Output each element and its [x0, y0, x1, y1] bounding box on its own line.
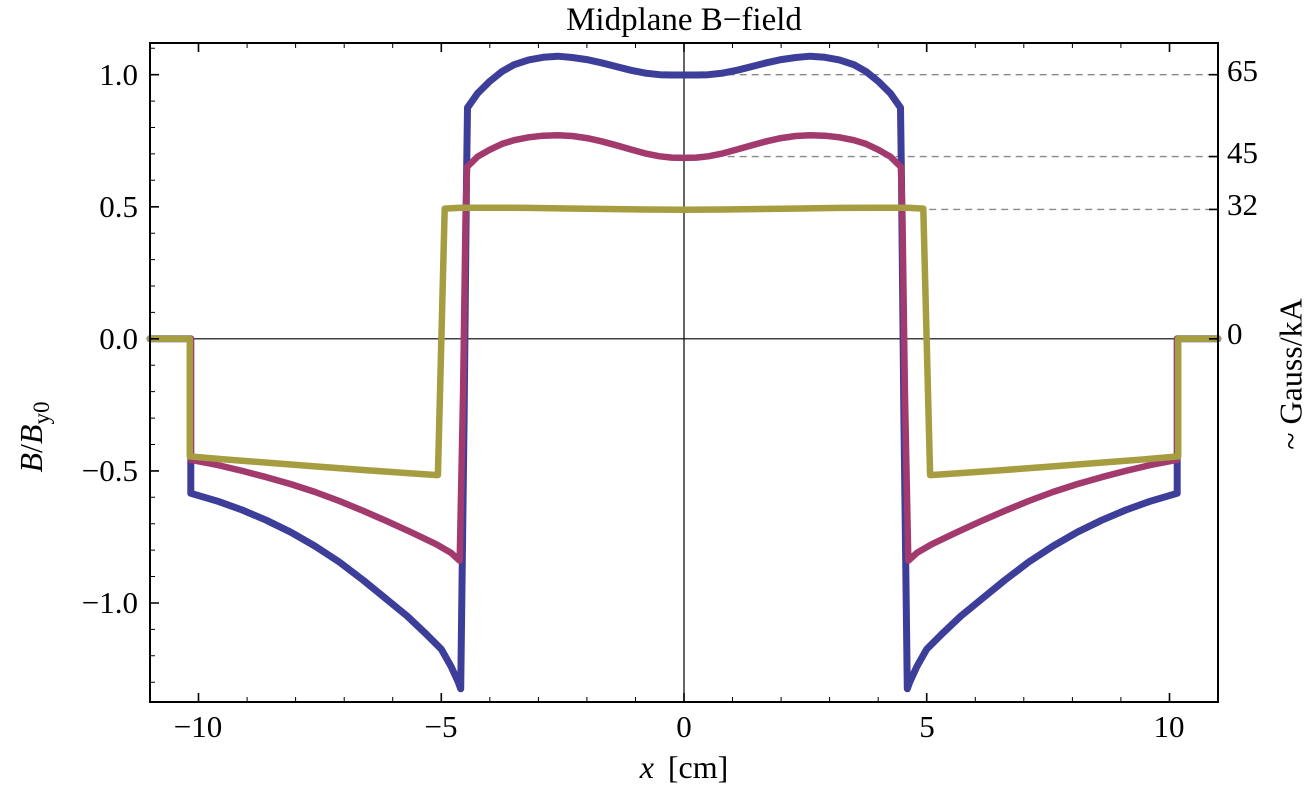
minor-ticks: [150, 43, 1122, 702]
x-axis-label: x [cm]: [150, 749, 1218, 786]
right-tick-label-65: 65: [1227, 53, 1258, 88]
x-tick-label--5: −5: [424, 709, 458, 744]
y-tick-label-0.5: 0.5: [99, 189, 138, 224]
y-tick-label--0.5: −0.5: [81, 453, 138, 488]
x-tick-label--10: −10: [173, 709, 223, 744]
series-blue-65: [146, 52, 1222, 693]
chart-frame: [149, 42, 1219, 703]
chart-title: Midplane B−field: [566, 2, 802, 38]
x-axis-variable: x: [639, 749, 654, 785]
major-ticks: [150, 43, 1218, 702]
series-magenta-45: [146, 131, 1222, 564]
y-axis-label-left: B/By0: [12, 401, 55, 473]
right-tick-label-32: 32: [1227, 187, 1258, 222]
y-tick-label-1.0: 1.0: [99, 57, 138, 92]
x-tick-label-5: 5: [919, 709, 935, 744]
series-olive-32: [146, 204, 1222, 479]
x-axis-unit: [cm]: [667, 749, 729, 785]
right-tick-label-0: 0: [1227, 316, 1243, 351]
y-axis-label-right: ~ Gauss/kA: [1272, 298, 1309, 450]
y-tick-label--1.0: −1.0: [81, 585, 138, 620]
right-tick-label-45: 45: [1227, 135, 1258, 170]
x-tick-label-10: 10: [1153, 709, 1185, 744]
x-tick-label-0: 0: [676, 709, 692, 744]
y-tick-label-0.0: 0.0: [99, 321, 138, 356]
